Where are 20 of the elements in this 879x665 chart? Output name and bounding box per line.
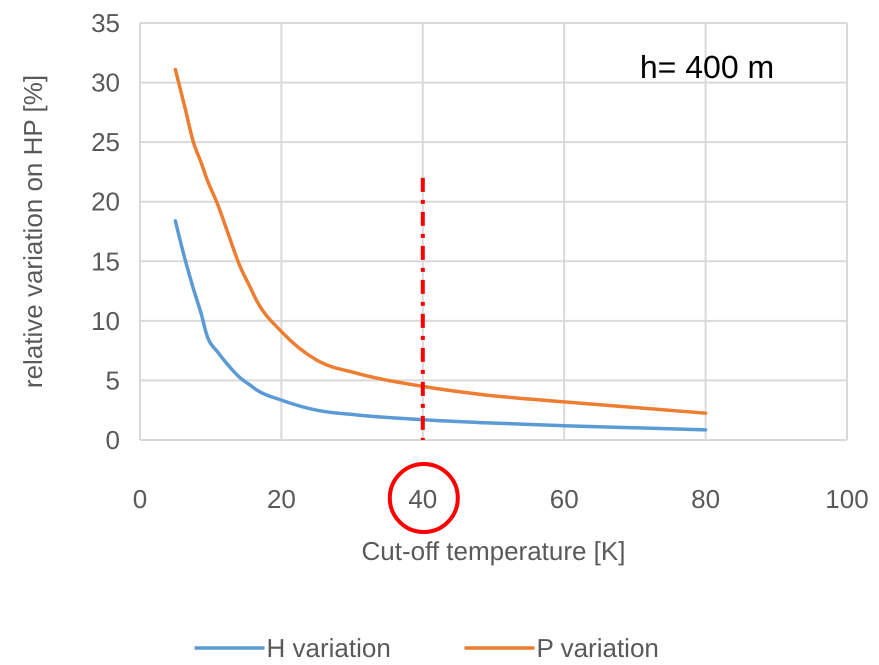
y-axis-title: relative variation on HP [%] [18, 74, 48, 388]
annotation: h= 400 m [640, 49, 774, 85]
y-tick-label: 15 [91, 246, 120, 276]
x-tick-label: 100 [825, 484, 869, 514]
x-tick-label: 20 [266, 484, 296, 514]
y-tick-label: 30 [91, 68, 120, 98]
y-tick-label: 35 [91, 8, 120, 38]
x-tick-label: 0 [132, 484, 148, 514]
line-series [174, 219, 708, 432]
y-tick-label: 10 [91, 306, 120, 336]
x-tick-label: 40 [408, 484, 438, 514]
x-axis-title: Cut-off temperature [K] [362, 536, 626, 566]
y-tick-label: 5 [106, 365, 120, 396]
x-tick-label: 60 [550, 484, 579, 514]
y-tick-label: 0 [106, 425, 120, 455]
y-tick-label: 25 [91, 127, 120, 158]
x-tick-label: 80 [691, 484, 720, 514]
legend-label: P variation [536, 633, 659, 663]
y-tick-label: 20 [91, 186, 120, 217]
legend-label: H variation [266, 633, 391, 663]
